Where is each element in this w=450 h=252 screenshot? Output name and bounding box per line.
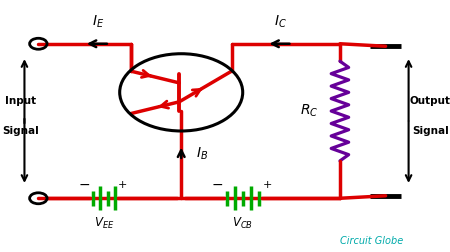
Text: $V_{CB}$: $V_{CB}$	[232, 216, 253, 231]
Text: −: −	[211, 178, 223, 192]
Text: $R_C$: $R_C$	[300, 103, 318, 119]
Text: Input: Input	[5, 96, 36, 106]
Text: Output: Output	[410, 96, 450, 106]
Text: −: −	[78, 178, 90, 192]
Text: $I_B$: $I_B$	[196, 145, 208, 162]
Text: $I_C$: $I_C$	[274, 14, 287, 30]
Text: Signal: Signal	[2, 126, 39, 136]
Text: +: +	[118, 180, 127, 190]
Text: +: +	[263, 180, 272, 190]
Text: $V_{EE}$: $V_{EE}$	[94, 216, 114, 231]
Text: Signal: Signal	[412, 126, 449, 136]
Text: Circuit Globe: Circuit Globe	[340, 236, 404, 246]
Text: $I_E$: $I_E$	[92, 14, 104, 30]
